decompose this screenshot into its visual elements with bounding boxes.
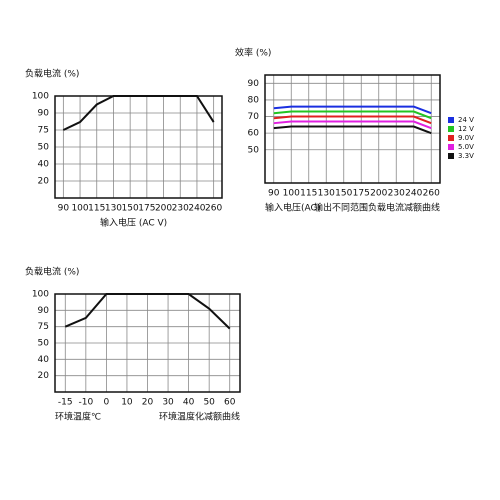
y-tick-label: 70 [248, 112, 260, 122]
data-line [273, 120, 432, 130]
plot-frame [264, 74, 441, 184]
legend-swatch [448, 117, 454, 123]
y-tick-label: 75 [38, 322, 49, 332]
x-axis-label: 输入电压 (AC V) [100, 217, 167, 229]
y-tick-label: 100 [32, 92, 49, 102]
y-axis-label: 负载电流 (%) [25, 266, 79, 278]
data-line [62, 95, 215, 131]
x-tick-label: 30 [162, 398, 174, 408]
data-line [273, 115, 432, 125]
legend-swatch [448, 153, 454, 159]
data-line [273, 105, 432, 115]
x-tick-label: 0 [104, 398, 110, 408]
y-tick-label: 90 [38, 109, 50, 119]
caption: 环境温度化减额曲线 [159, 411, 240, 423]
legend-label: 24 V [458, 116, 474, 124]
x-axis-label: 输入电压(AC) [265, 202, 320, 214]
legend-label: 5.0V [458, 143, 474, 151]
x-tick-label: 50 [203, 398, 215, 408]
legend-label: 12 V [458, 125, 474, 133]
y-tick-label: 90 [38, 306, 50, 316]
y-tick-label: 50 [38, 339, 50, 349]
x-tick-label: 100 [71, 204, 88, 214]
x-tick-label: 40 [183, 398, 195, 408]
x-tick-label: -10 [78, 398, 93, 408]
x-tick-label: 130 [318, 189, 335, 199]
x-tick-label: 100 [283, 189, 300, 199]
x-tick-label: 230 [172, 204, 189, 214]
x-tick-label: 60 [224, 398, 236, 408]
y-tick-label: 50 [248, 145, 260, 155]
legend-swatch [448, 126, 454, 132]
y-axis-label: 负载电流 (%) [25, 68, 79, 80]
y-tick-label: 40 [38, 355, 50, 365]
x-tick-label: 200 [370, 189, 387, 199]
caption: 输出不同范围负载电流减额曲线 [314, 202, 440, 214]
x-tick-label: 90 [58, 204, 70, 214]
x-tick-label: 150 [335, 189, 352, 199]
legend-label: 3.3V [458, 152, 474, 160]
x-tick-label: 200 [155, 204, 172, 214]
y-tick-label: 60 [248, 129, 260, 139]
x-tick-label: 150 [122, 204, 139, 214]
x-tick-label: 230 [388, 189, 405, 199]
y-tick-label: 40 [38, 160, 50, 170]
y-tick-label: 80 [248, 95, 260, 105]
y-tick-label: 90 [248, 79, 260, 89]
y-tick-label: 100 [32, 290, 49, 300]
x-tick-label: 115 [88, 204, 105, 214]
x-axis-label: 环境温度℃ [55, 411, 101, 423]
data-line [64, 293, 231, 330]
x-tick-label: 175 [353, 189, 370, 199]
y-tick-label: 50 [38, 143, 50, 153]
x-tick-label: 130 [105, 204, 122, 214]
y-axis-label: 效率 (%) [235, 47, 271, 59]
legend-swatch [448, 135, 454, 141]
y-tick-label: 20 [38, 177, 50, 187]
x-tick-label: 240 [405, 189, 422, 199]
data-line [273, 110, 432, 120]
y-tick-label: 20 [38, 371, 50, 381]
x-tick-label: 20 [142, 398, 154, 408]
x-tick-label: 10 [121, 398, 133, 408]
x-tick-label: 175 [138, 204, 155, 214]
y-tick-label: 75 [38, 126, 49, 136]
x-tick-label: 115 [300, 189, 317, 199]
x-tick-label: 240 [188, 204, 205, 214]
legend-swatch [448, 144, 454, 150]
x-tick-label: 260 [423, 189, 440, 199]
x-tick-label: -15 [58, 398, 73, 408]
x-tick-label: 260 [205, 204, 222, 214]
x-tick-label: 90 [268, 189, 280, 199]
legend-label: 9.0V [458, 134, 474, 142]
data-line [273, 125, 432, 135]
